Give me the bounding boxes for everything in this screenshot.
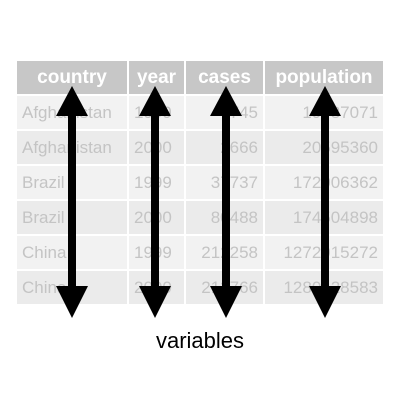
arrow-cases	[210, 86, 242, 318]
header-row: country year cases population	[17, 61, 383, 94]
header-population: population	[265, 61, 383, 94]
header-year: year	[129, 61, 184, 94]
header-cases: cases	[186, 61, 263, 94]
arrow-year	[139, 86, 171, 318]
arrow-country	[56, 86, 88, 318]
arrow-population	[309, 86, 341, 318]
caption-variables: variables	[155, 328, 245, 353]
